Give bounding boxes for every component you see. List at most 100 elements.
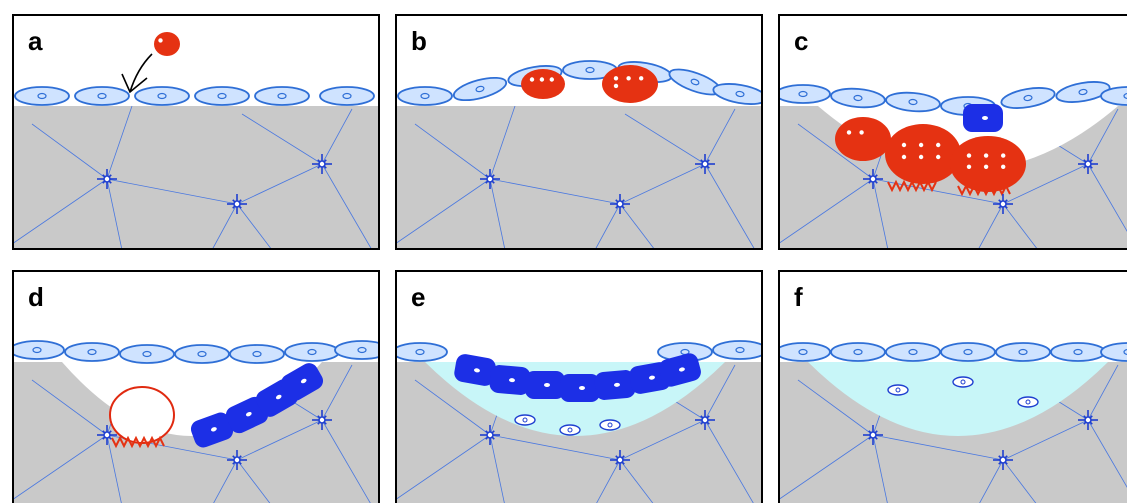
new-osteocyte: [953, 377, 973, 387]
lining-cell: [135, 87, 189, 105]
panel: e: [393, 270, 767, 503]
lining-cell: [776, 343, 830, 361]
osteocyte-body: [702, 161, 708, 167]
bone-matrix: [395, 106, 763, 250]
lining-cell-body: [230, 345, 284, 363]
figure: a bc d ef: [0, 0, 1127, 503]
osteoclast-apoptotic-vacuole: [138, 416, 142, 420]
bone-matrix: [12, 106, 380, 250]
lining-cell: [776, 85, 830, 103]
lining-cell-body: [15, 87, 69, 105]
lining-cell-body: [398, 87, 452, 105]
new-osteocyte: [1018, 397, 1038, 407]
lining-cell: [713, 341, 767, 359]
panel-content: [395, 14, 768, 250]
new-osteocyte: [600, 420, 620, 430]
osteoclast-vacuole: [626, 76, 630, 80]
osteoclast-vacuole: [984, 153, 988, 157]
new-osteocyte: [560, 425, 580, 435]
panel: d: [10, 270, 389, 503]
osteoclast-apoptotic: [110, 387, 174, 443]
osteoclast-vacuole: [902, 155, 906, 159]
lining-cell: [230, 345, 284, 363]
lining-cell: [398, 87, 452, 105]
panel-content: [776, 270, 1127, 503]
osteoblast: [560, 374, 600, 402]
osteoclast-vacuole: [614, 76, 618, 80]
osteoclast-apoptotic-vacuole: [124, 404, 128, 408]
osteoblast-nucleus: [544, 383, 550, 387]
lining-cell-body: [120, 345, 174, 363]
lining-cell-body: [285, 343, 339, 361]
osteocyte-body: [870, 176, 876, 182]
lining-cell: [195, 87, 249, 105]
lining-cell: [335, 341, 389, 359]
lining-cell: [65, 343, 119, 361]
lining-cell-body: [886, 343, 940, 361]
osteocyte-body: [1000, 201, 1006, 207]
lining-cell-body: [175, 345, 229, 363]
osteoclast-vacuole: [984, 165, 988, 169]
osteoclast-vacuole: [967, 153, 971, 157]
panel: f: [776, 270, 1127, 503]
osteocyte-body: [234, 457, 240, 463]
osteoclast-vacuole: [967, 165, 971, 169]
lining-cell: [15, 87, 69, 105]
lining-cell-body: [713, 341, 767, 359]
panel-content: [393, 270, 767, 503]
osteocyte-body: [234, 201, 240, 207]
panel: a: [12, 14, 380, 250]
osteoclast-apoptotic-vacuole: [138, 404, 142, 408]
lining-cell-body: [65, 343, 119, 361]
panel-label: d: [28, 282, 44, 312]
osteoclast-vacuole: [639, 76, 643, 80]
lining-cell: [255, 87, 309, 105]
new-osteocyte: [888, 385, 908, 395]
lining-cell-body: [255, 87, 309, 105]
lining-cell-body: [135, 87, 189, 105]
osteoclast-apoptotic-vacuole: [124, 416, 128, 420]
osteoclast-precursor: [154, 32, 180, 56]
osteoclast-vacuole: [614, 84, 618, 88]
osteoclast-vacuole: [859, 130, 863, 134]
osteocyte-body: [104, 176, 110, 182]
osteoclast-vacuole: [530, 77, 534, 81]
lining-cell-body: [393, 343, 447, 361]
lining-cell-body: [941, 343, 995, 361]
lining-cell: [1051, 343, 1105, 361]
osteoblast-nucleus: [982, 116, 988, 120]
osteocyte-body: [319, 161, 325, 167]
lining-cell: [886, 343, 940, 361]
new-osteocyte: [515, 415, 535, 425]
osteoclast-vacuole: [919, 143, 923, 147]
osteoblast: [963, 104, 1003, 132]
osteocyte-body: [702, 417, 708, 423]
osteoclast: [835, 117, 891, 161]
osteoclast-vacuole: [1001, 165, 1005, 169]
osteoblast: [489, 364, 531, 395]
lining-cell: [393, 343, 447, 361]
osteoclast-vacuole: [936, 155, 940, 159]
osteoclast-vacuole: [936, 143, 940, 147]
panel-label: a: [28, 26, 43, 56]
osteocyte-body: [617, 201, 623, 207]
lining-cell: [320, 87, 374, 105]
osteocyte-body: [487, 432, 493, 438]
panel-label: f: [794, 282, 803, 312]
osteoclast: [885, 124, 961, 184]
lining-cell-body: [195, 87, 249, 105]
osteoblast: [525, 371, 565, 399]
osteocyte-body: [1000, 457, 1006, 463]
lining-cell-body: [776, 343, 830, 361]
osteoblast-nucleus: [579, 386, 585, 390]
osteoclast-vacuole: [902, 143, 906, 147]
panel-label: c: [794, 26, 808, 56]
panel: b: [395, 14, 768, 250]
lining-cell-body: [75, 87, 129, 105]
osteocyte-body: [1085, 161, 1091, 167]
osteoclast-vacuole: [540, 77, 544, 81]
lining-cell-body: [320, 87, 374, 105]
osteoclast-vacuole: [1001, 153, 1005, 157]
osteocyte-body: [319, 417, 325, 423]
osteocyte-body: [617, 457, 623, 463]
